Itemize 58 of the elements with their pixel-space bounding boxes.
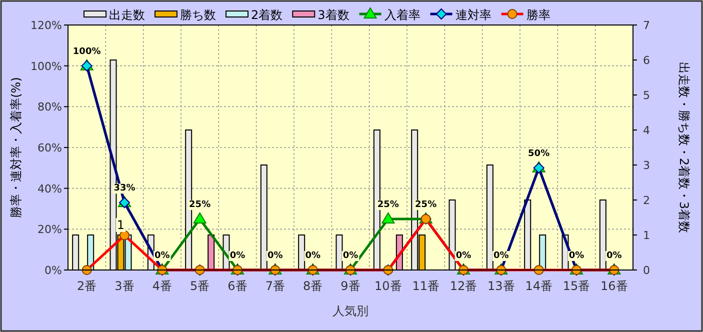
x-tick-label: 11番 [412,279,440,293]
data-label: 1 [116,218,125,232]
data-label: 25% [415,200,437,210]
legend-label: 出走数 [109,8,145,22]
data-label: 0% [154,251,170,261]
legend-label: 3着数 [318,8,350,22]
data-label: 0% [268,251,283,261]
legend-label: 連対率 [455,8,492,22]
data-label: 25% [377,200,399,210]
y2-tick-label: 2 [643,194,650,207]
data-label: 0% [230,251,246,261]
y-tick-label: 40% [38,182,62,196]
data-label: 0% [606,251,622,261]
y-tick-label: 0% [44,264,62,277]
y2-tick-label: 5 [643,89,650,102]
x-tick-label: 7番 [265,279,285,293]
y2-tick-label: 3 [643,159,650,172]
data-label: 50% [528,148,550,159]
legend-label: 入着率 [384,8,420,22]
x-tick-label: 13番 [488,279,515,293]
data-label: 33% [114,184,136,194]
y-axis-title: 勝率・連対率・入着率(%) [9,77,23,218]
y-tick-label: 60% [38,142,62,154]
y-tick-label: 80% [38,100,62,114]
x-axis-title: 人気別 [332,304,368,318]
x-tick-label: 6番 [228,279,248,293]
y-tick-label: 100% [30,60,62,73]
x-tick-label: 12番 [450,279,478,293]
data-label: 25% [189,200,211,210]
point [382,212,395,224]
x-tick-label: 14番 [525,279,552,293]
x-tick-label: 15番 [562,279,590,293]
legend-label: 勝率 [526,8,550,22]
y2-tick-label: 6 [643,54,650,67]
y-tick-label: 20% [38,223,62,236]
x-tick-label: 5番 [190,279,210,293]
data-label: 0% [342,251,358,261]
y2-tick-label: 7 [643,19,650,32]
data-label: 0% [456,251,472,261]
point [193,212,206,224]
y-tick-label: 120% [30,19,62,32]
y2-tick-label: 0 [643,264,650,277]
x-tick-label: 8番 [303,279,323,293]
y2-axis-title: 出走数・勝ち数・2着数・3着数 [677,62,691,234]
data-label: 100% [72,46,101,57]
x-tick-label: 3番 [114,279,134,293]
legend-label: 2着数 [251,8,283,22]
data-label: 0% [305,251,320,261]
legend-label: 勝ち数 [180,8,216,22]
x-tick-label: 2番 [77,279,97,293]
x-tick-label: 9番 [340,279,360,293]
x-tick-label: 10番 [374,279,402,293]
data-label: 0% [494,251,509,261]
x-tick-label: 16番 [600,279,628,293]
data-label: 0% [568,251,584,261]
y2-tick-label: 4 [643,124,650,137]
y2-tick-label: 1 [643,229,650,242]
x-tick-label: 4番 [152,279,172,293]
